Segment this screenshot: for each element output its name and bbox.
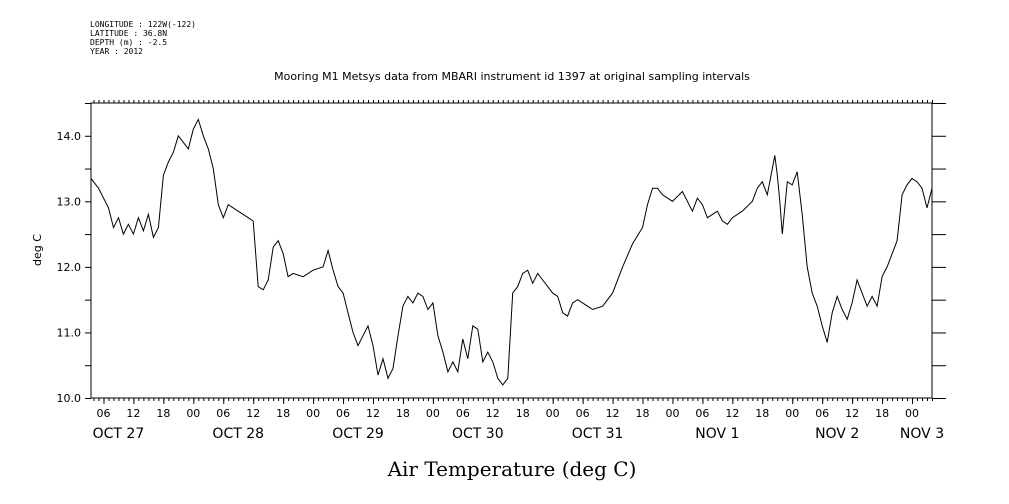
- x-tick-label: 00: [785, 407, 799, 420]
- x-tick-label: 00: [905, 407, 919, 420]
- y-axis-label: deg C: [31, 234, 44, 266]
- x-tick-label: 18: [875, 407, 889, 420]
- x-day-label: NOV 3: [900, 426, 944, 442]
- chart-title: Mooring M1 Metsys data from MBARI instru…: [274, 70, 750, 83]
- x-day-label: OCT 28: [212, 426, 264, 442]
- x-day-label: NOV 2: [815, 426, 859, 442]
- longitude-text: LONGITUDE : 122W(-122): [90, 20, 196, 29]
- x-tick-label: 06: [576, 407, 590, 420]
- x-tick-label: 12: [246, 407, 260, 420]
- y-tick-label: 12.0: [57, 261, 82, 274]
- axis-ticks: [85, 100, 946, 404]
- x-tick-label: 00: [665, 407, 679, 420]
- x-tick-label: 12: [486, 407, 500, 420]
- y-tick-label: 10.0: [57, 392, 82, 405]
- x-tick-label: 12: [366, 407, 380, 420]
- x-tick-label: 18: [755, 407, 769, 420]
- x-day-label: OCT 31: [572, 426, 624, 442]
- y-tick-label: 11.0: [57, 326, 82, 339]
- x-tick-label: 12: [845, 407, 859, 420]
- x-tick-label: 18: [276, 407, 290, 420]
- x-tick-label: 06: [336, 407, 350, 420]
- x-tick-label: 18: [396, 407, 410, 420]
- x-tick-label: 12: [725, 407, 739, 420]
- x-tick-label: 18: [516, 407, 530, 420]
- x-day-label: NOV 1: [695, 426, 739, 442]
- x-tick-label: 00: [426, 407, 440, 420]
- x-day-label: OCT 29: [332, 426, 384, 442]
- x-tick-label: 12: [606, 407, 620, 420]
- x-tick-label: 06: [216, 407, 230, 420]
- y-tick-label: 13.0: [57, 195, 82, 208]
- x-tick-label: 06: [456, 407, 470, 420]
- x-tick-label: 18: [156, 407, 170, 420]
- x-tick-label: 12: [126, 407, 140, 420]
- metadata-block: LONGITUDE : 122W(-122) LATITUDE : 36.8N …: [90, 20, 196, 56]
- x-tick-label: 06: [695, 407, 709, 420]
- x-tick-label: 06: [815, 407, 829, 420]
- x-axis-label: Air Temperature (deg C): [387, 457, 637, 481]
- x-tick-label: 00: [546, 407, 560, 420]
- depth-text: DEPTH (m) : -2.5: [90, 38, 168, 47]
- series-line: [90, 118, 933, 386]
- x-tick-label: 00: [306, 407, 320, 420]
- tick-labels: 06 12 18 00 06 12 18 00 06 12 18 00 06 12 18 00 06 12 18 00…: [57, 130, 945, 442]
- y-tick-label: 14.0: [57, 130, 82, 143]
- latitude-text: LATITUDE : 36.8N: [90, 29, 168, 38]
- x-tick-label: 18: [636, 407, 650, 420]
- x-tick-label: 00: [186, 407, 200, 420]
- plot-frame: [90, 102, 933, 399]
- x-day-label: OCT 27: [93, 426, 145, 442]
- x-tick-label: 06: [96, 407, 110, 420]
- x-day-label: OCT 30: [452, 426, 504, 442]
- year-text: YEAR : 2012: [90, 47, 143, 56]
